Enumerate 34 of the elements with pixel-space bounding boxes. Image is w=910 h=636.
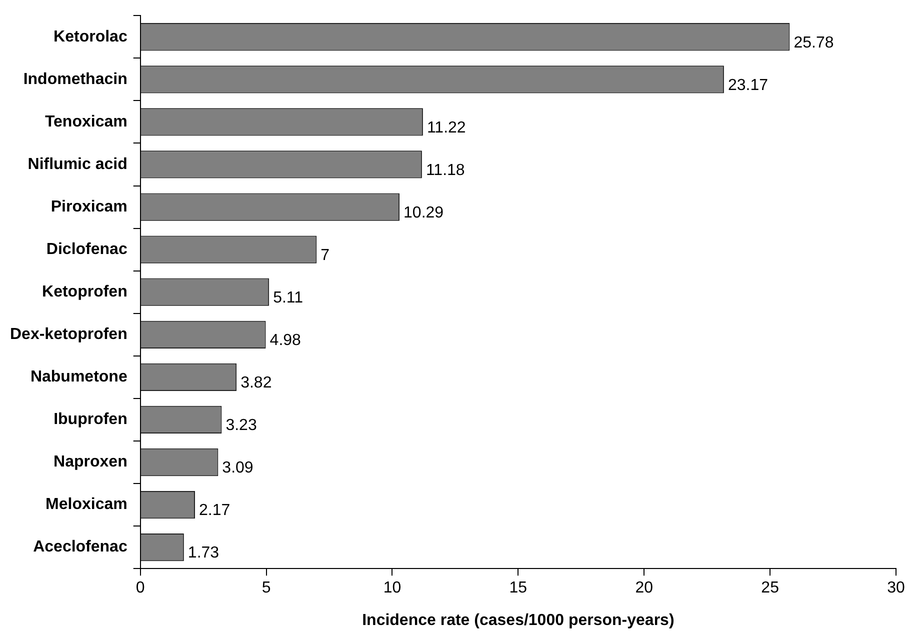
x-tick-label: 20 — [635, 580, 654, 597]
y-tick-label: Ketoprofen — [42, 284, 128, 301]
data-label: 23.17 — [728, 76, 768, 94]
x-tick-label: 0 — [136, 580, 145, 597]
data-label: 3.09 — [222, 460, 254, 477]
y-tick-label: Tenoxicam — [44, 113, 128, 130]
y-tick-label: Nabumetone — [30, 368, 128, 386]
data-label: 3.82 — [240, 374, 272, 392]
data-label: 10.29 — [404, 204, 444, 222]
data-label: 11.22 — [426, 119, 466, 136]
y-tick-label: Ketorolac — [54, 28, 128, 46]
x-tick-label: 5 — [262, 580, 271, 597]
x-tick-label: 30 — [887, 580, 905, 597]
x-tick-label: 25 — [761, 580, 780, 597]
y-tick-label: Ibuprofen — [54, 411, 128, 428]
y-tick-label: Indomethacin — [23, 70, 128, 88]
data-label: 4.98 — [270, 332, 302, 350]
data-label: 25.78 — [794, 34, 834, 52]
data-label: 11.18 — [426, 162, 465, 179]
x-axis-title: Incidence rate (cases/1000 person-years) — [362, 612, 674, 629]
y-tick-label: Dex-ketoprofen — [10, 326, 128, 344]
y-tick-label: Naproxen — [54, 454, 128, 471]
x-tick-label: 15 — [509, 580, 528, 597]
data-label: 5.11 — [273, 290, 304, 307]
y-tick-label: Aceclofenac — [33, 538, 128, 556]
data-label: 2.17 — [199, 502, 230, 520]
data-label: 7 — [320, 246, 330, 264]
y-tick-label: Diclofenac — [46, 240, 128, 258]
y-tick-label: Niflumic acid — [28, 156, 128, 173]
y-tick-label: Meloxicam — [46, 496, 128, 514]
data-label: 3.23 — [226, 417, 257, 434]
x-tick-label: 10 — [383, 580, 402, 597]
y-tick-label: Piroxicam — [50, 198, 128, 216]
data-label: 1.73 — [188, 544, 220, 562]
